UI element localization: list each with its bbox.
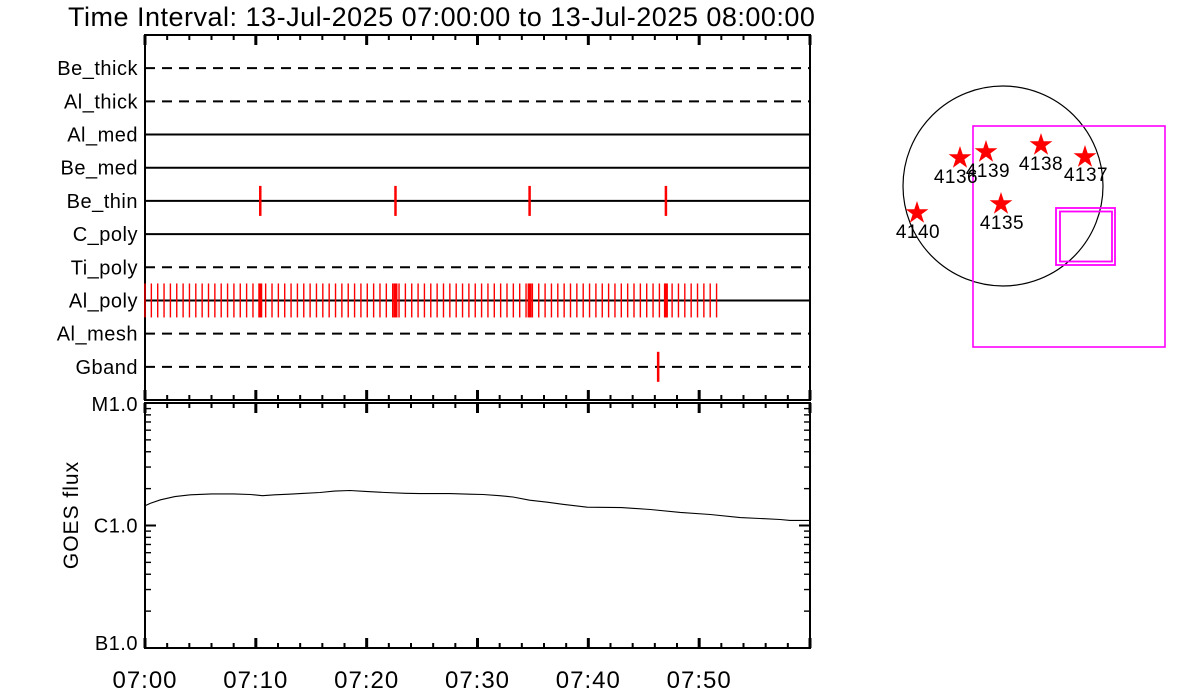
goes-xtick-label-07:40: 07:40 <box>556 667 621 694</box>
active-region-star-4136 <box>948 146 972 168</box>
fov-box-large <box>972 125 1166 348</box>
active-region-star-4140 <box>905 201 929 223</box>
active-region-star-4138 <box>1029 133 1053 155</box>
active-region-label-4139: 4139 <box>966 161 1010 182</box>
active-region-label-4138: 4138 <box>1019 154 1063 175</box>
channel-label-Gband: Gband <box>75 357 138 379</box>
channel-label-Al_med: Al_med <box>67 125 138 147</box>
channel-label-Ti_poly: Ti_poly <box>71 257 138 279</box>
fov-box-small-outer <box>1055 207 1116 266</box>
active-region-star-4137 <box>1073 145 1097 167</box>
channel-label-Al_mesh: Al_mesh <box>57 324 138 346</box>
active-region-label-4135: 4135 <box>980 213 1024 234</box>
goes-ytick-label-C1.0: C1.0 <box>94 516 138 538</box>
channel-label-Al_poly: Al_poly <box>69 290 138 312</box>
active-region-label-4140: 4140 <box>896 222 940 243</box>
goes-xtick-label-07:00: 07:00 <box>112 667 177 694</box>
figure-title: Time Interval: 13-Jul-2025 07:00:00 to 1… <box>68 2 816 32</box>
goes-ytick-label-M1.0: M1.0 <box>92 394 138 416</box>
goes-xtick-label-07:20: 07:20 <box>334 667 399 694</box>
active-region-star-4139 <box>974 140 998 162</box>
goes-panel-frame <box>144 402 811 649</box>
fov-box-small-inner <box>1059 210 1113 263</box>
solar-disk-circle <box>902 85 1104 287</box>
goes-ytick-label-B1.0: B1.0 <box>95 633 138 655</box>
channel-label-C_poly: C_poly <box>73 224 138 246</box>
goes-ylabel: GOES flux <box>60 461 83 569</box>
channel-label-Be_thick: Be_thick <box>57 58 138 80</box>
channel-label-Be_med: Be_med <box>61 158 139 180</box>
channel-label-Be_thin: Be_thin <box>67 191 138 213</box>
timeline-panel-frame <box>144 34 811 401</box>
channel-label-Al_thick: Al_thick <box>64 91 139 113</box>
active-region-label-4137: 4137 <box>1064 165 1108 186</box>
active-region-star-4135 <box>989 192 1013 214</box>
goes-xtick-label-07:10: 07:10 <box>223 667 288 694</box>
goes-xtick-label-07:50: 07:50 <box>667 667 732 694</box>
active-region-label-4136: 4136 <box>934 167 978 188</box>
goes-flux-curve <box>144 489 810 521</box>
goes-xtick-label-07:30: 07:30 <box>445 667 510 694</box>
